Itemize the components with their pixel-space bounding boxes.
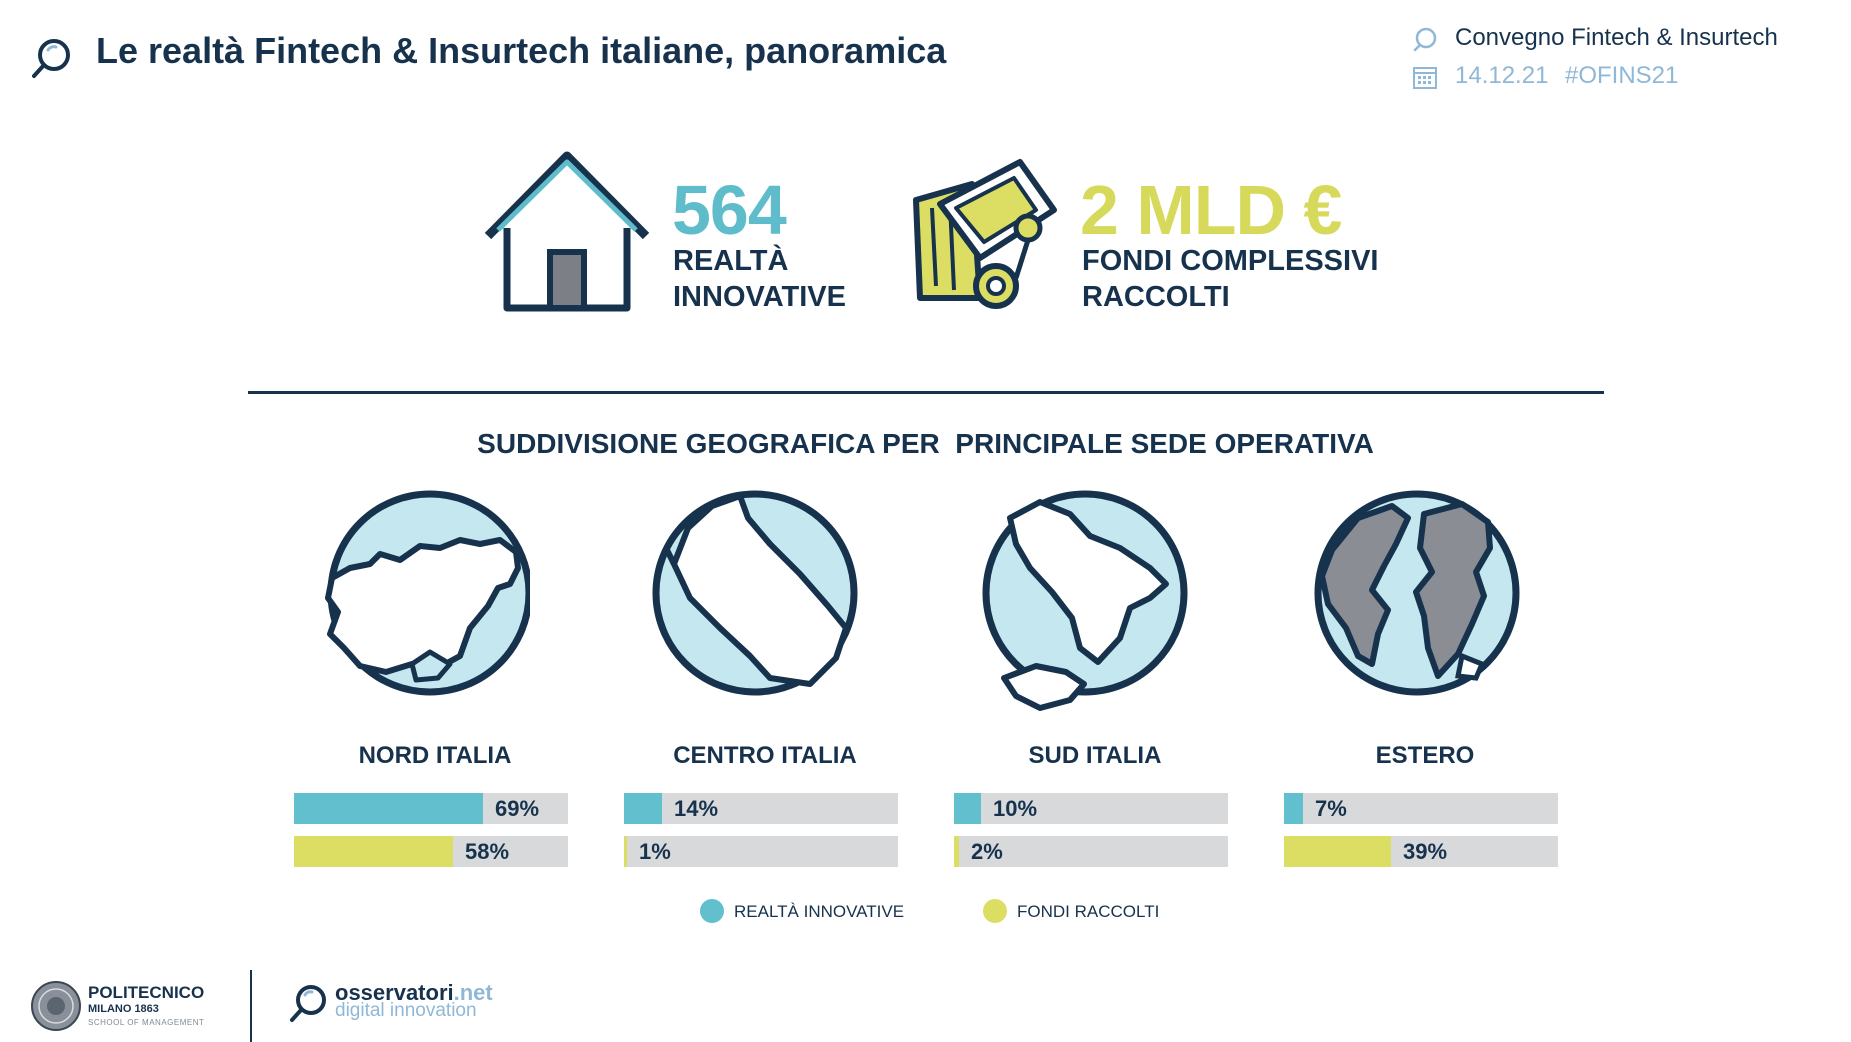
innovative-pct-label: 69% bbox=[495, 796, 540, 821]
innovative-pct-label: 14% bbox=[674, 796, 719, 821]
page-title: Le realtà Fintech & Insurtech italiane, … bbox=[96, 30, 947, 71]
region-name-centro: CENTRO ITALIA bbox=[673, 742, 857, 769]
innovative-label-line1: REALTÀ bbox=[673, 245, 789, 277]
politecnico-city: MILANO 1863 bbox=[88, 1003, 159, 1015]
osservatori-name-text: osservatori bbox=[335, 980, 454, 1005]
innovative-bar bbox=[294, 793, 483, 824]
house-icon bbox=[484, 151, 650, 312]
chat-bubble-icon bbox=[1413, 27, 1437, 52]
funds-bar bbox=[624, 836, 627, 867]
innovative-count: 564 bbox=[672, 171, 787, 249]
central-italy-globe-icon bbox=[652, 490, 858, 696]
world-globe-icon bbox=[1314, 490, 1520, 696]
region-name-sud: SUD ITALIA bbox=[1028, 742, 1162, 769]
funds-pct-label: 1% bbox=[639, 839, 671, 864]
funds-label-line1: FONDI COMPLESSIVI bbox=[1082, 245, 1379, 277]
funds-pct-label: 58% bbox=[465, 839, 510, 864]
event-date: 14.12.21 bbox=[1455, 62, 1549, 89]
bar-track: 14% bbox=[624, 793, 898, 824]
region-name-estero: ESTERO bbox=[1375, 742, 1475, 769]
osservatori-tagline: digital innovation bbox=[335, 1000, 477, 1021]
event-hashtag: #OFINS21 bbox=[1565, 62, 1679, 89]
funds-pct-label: 2% bbox=[971, 839, 1003, 864]
osservatori-name: osservatori.net bbox=[335, 980, 493, 1006]
bar-track: 7% bbox=[1284, 793, 1558, 824]
event-name: Convegno Fintech & Insurtech bbox=[1455, 24, 1778, 51]
funds-bar bbox=[294, 836, 453, 867]
innovative-label-line2: INNOVATIVE bbox=[673, 281, 846, 313]
legend-dot-innovative bbox=[700, 899, 724, 923]
innovative-bar bbox=[1284, 793, 1303, 824]
section-title: SUDDIVISIONE GEOGRAFICA PER PRINCIPALE S… bbox=[477, 428, 1374, 459]
bar-track: 58% bbox=[294, 836, 568, 867]
legend-label-funds: FONDI RACCOLTI bbox=[1017, 902, 1160, 921]
funds-bar bbox=[954, 836, 959, 867]
bar-track: 1% bbox=[624, 836, 898, 867]
magnifier-chat-icon bbox=[32, 39, 70, 78]
bar-track: 39% bbox=[1284, 836, 1558, 867]
north-italy-globe-icon bbox=[325, 490, 530, 696]
funds-label-line2: RACCOLTI bbox=[1082, 281, 1230, 313]
innovative-pct-label: 7% bbox=[1315, 796, 1347, 821]
funds-amount: 2 MLD € bbox=[1080, 171, 1342, 249]
politecnico-name: POLITECNICO bbox=[88, 983, 205, 1002]
politecnico-school: SCHOOL OF MANAGEMENT bbox=[88, 1018, 205, 1027]
funds-pct-label: 39% bbox=[1403, 839, 1448, 864]
funds-bar bbox=[1284, 836, 1391, 867]
section-divider bbox=[248, 391, 1604, 394]
legend-label-innovative: REALTÀ INNOVATIVE bbox=[734, 902, 905, 921]
south-italy-globe-icon bbox=[982, 490, 1188, 711]
innovative-bar bbox=[624, 793, 662, 824]
bar-track: 10% bbox=[954, 793, 1228, 824]
region-name-nord: NORD ITALIA bbox=[358, 742, 512, 769]
bar-track: 69% bbox=[294, 793, 568, 824]
footer-divider bbox=[250, 970, 252, 1042]
politecnico-seal-logo bbox=[31, 981, 81, 1031]
innovative-bar bbox=[954, 793, 981, 824]
osservatori-logo-icon bbox=[290, 985, 326, 1022]
calendar-icon bbox=[1413, 67, 1437, 89]
innovative-pct-label: 10% bbox=[993, 796, 1038, 821]
money-bag-icon bbox=[913, 159, 1057, 309]
bar-track: 2% bbox=[954, 836, 1228, 867]
osservatori-tld: .net bbox=[453, 980, 493, 1005]
legend-dot-funds bbox=[983, 899, 1007, 923]
